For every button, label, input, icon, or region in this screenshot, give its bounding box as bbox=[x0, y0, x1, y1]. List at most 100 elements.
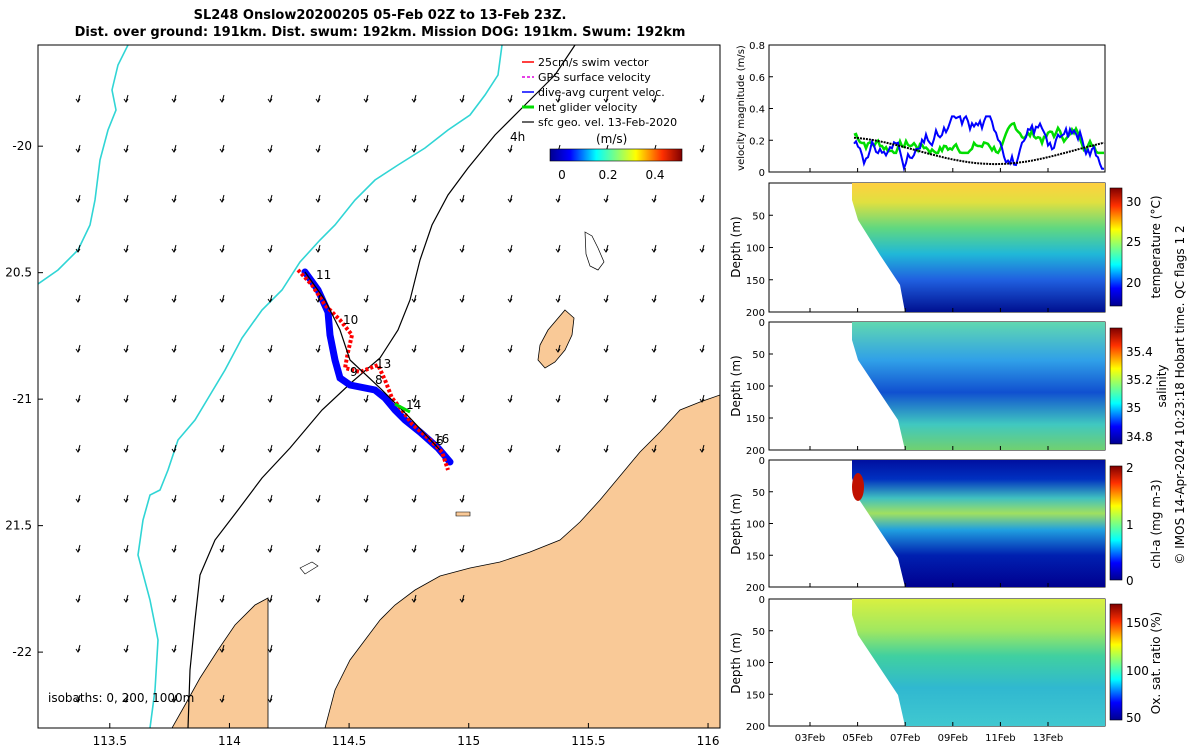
velocity-arrow-head bbox=[219, 248, 225, 253]
velocity-arrow-head bbox=[651, 98, 657, 103]
map-axis-ticks: 113.5 114 114.5 115 115.5 116-2020.5-2121.5-2… bbox=[5, 139, 719, 748]
map-xtick-label: 115.5 bbox=[571, 734, 605, 748]
colorbar-tick: 0.4 bbox=[645, 168, 664, 182]
velocity-arrow-head bbox=[219, 548, 225, 553]
velocity-arrow-head bbox=[363, 98, 369, 103]
chl-ylabel: Depth (m) bbox=[729, 493, 743, 554]
velocity-arrow-head bbox=[411, 598, 417, 603]
velocity-arrow-head bbox=[315, 148, 321, 153]
velocity-ytick-label: 0.4 bbox=[749, 105, 765, 116]
velocity-arrow-head bbox=[75, 548, 81, 553]
velocity-arrow-head bbox=[411, 198, 417, 203]
velocity-panel: 0 0.2 0.4 0.6 0.8 velocity magnitude (m/s) bbox=[736, 41, 1106, 179]
velocity-arrow-head bbox=[699, 348, 705, 353]
velocity-arrow-head bbox=[603, 98, 609, 103]
colorbar-tick: 0 bbox=[558, 168, 566, 182]
velocity-arrow-head bbox=[651, 348, 657, 353]
velocity-arrow-head bbox=[507, 98, 513, 103]
day-labels: 11 10 13 14 16 9 8 6 bbox=[316, 268, 449, 448]
chl-cbtick: 0 bbox=[1126, 574, 1134, 588]
velocity-arrow-head bbox=[651, 248, 657, 253]
velocity-arrow-head bbox=[507, 398, 513, 403]
day-label: 9 bbox=[350, 365, 358, 379]
velocity-arrow-head bbox=[315, 398, 321, 403]
velocity-arrow-head bbox=[363, 448, 369, 453]
velocity-arrow-head bbox=[315, 598, 321, 603]
depth-ticks: 5010015020005010015020005010015020005010… bbox=[746, 211, 773, 733]
velocity-arrow-head bbox=[411, 248, 417, 253]
surface-velocity-arrows bbox=[75, 94, 705, 703]
map-xtick-label: 115 bbox=[457, 734, 480, 748]
salinity-cbtick: 35 bbox=[1126, 401, 1141, 415]
temperature-cbtick: 25 bbox=[1126, 235, 1141, 249]
net-glider-velocity-line bbox=[853, 121, 1104, 156]
map-panel: 11 10 13 14 16 9 8 6 4h isobaths: 0, 200… bbox=[5, 44, 721, 748]
velocity-arrow-head bbox=[171, 298, 177, 303]
velocity-arrow-head bbox=[267, 448, 273, 453]
velocity-arrow-head bbox=[75, 698, 81, 703]
velocity-arrow-head bbox=[315, 348, 321, 353]
date-ticks: 03Feb 05Feb 07Feb 09Feb 11Feb 13Feb bbox=[795, 168, 1063, 744]
day-label: 16 bbox=[434, 432, 449, 446]
velocity-arrow-head bbox=[459, 398, 465, 403]
velocity-arrow-head bbox=[603, 348, 609, 353]
velocity-arrow-head bbox=[363, 548, 369, 553]
day-label: 10 bbox=[343, 313, 358, 327]
velocity-arrow-head bbox=[699, 198, 705, 203]
velocity-arrow-head bbox=[315, 98, 321, 103]
chl-cbtick: 2 bbox=[1126, 461, 1134, 475]
velocity-arrow-head bbox=[123, 298, 129, 303]
depth-tick-label: 100 bbox=[746, 659, 765, 670]
velocity-arrow-head bbox=[603, 248, 609, 253]
velocity-arrow-head bbox=[459, 348, 465, 353]
velocity-arrow-head bbox=[171, 248, 177, 253]
velocity-arrow-head bbox=[267, 148, 273, 153]
velocity-arrow-head bbox=[75, 298, 81, 303]
temperature-cbtick: 20 bbox=[1126, 276, 1141, 290]
date-tick-label: 07Feb bbox=[890, 733, 920, 744]
velocity-arrow-head bbox=[123, 548, 129, 553]
legend-entry: net glider velocity bbox=[538, 101, 638, 114]
date-tick-label: 03Feb bbox=[795, 733, 825, 744]
date-tick-label: 13Feb bbox=[1033, 733, 1063, 744]
velocity-arrow-head bbox=[123, 698, 129, 703]
speed-colorbar: (m/s) 0 0.2 0.4 bbox=[549, 132, 683, 182]
velocity-arrow-head bbox=[171, 548, 177, 553]
map-xtick-label: 114.5 bbox=[332, 734, 366, 748]
velocity-arrow-head bbox=[363, 348, 369, 353]
day-label: 11 bbox=[316, 268, 331, 282]
isobath-note: isobaths: 0, 200, 1000m bbox=[48, 691, 194, 705]
depth-tick-label: 0 bbox=[759, 595, 765, 606]
velocity-arrow-head bbox=[75, 498, 81, 503]
velocity-arrow-head bbox=[507, 298, 513, 303]
velocity-arrow-head bbox=[507, 248, 513, 253]
depth-tick-label: 200 bbox=[746, 446, 765, 457]
velocity-arrow-head bbox=[171, 498, 177, 503]
velocity-arrow-head bbox=[459, 148, 465, 153]
velocity-ylabel: velocity magnitude (m/s) bbox=[736, 45, 747, 171]
velocity-arrow-head bbox=[75, 648, 81, 653]
salinity-cbtick: 35.2 bbox=[1126, 373, 1153, 387]
depth-tick-label: 0 bbox=[759, 318, 765, 329]
velocity-arrow-head bbox=[603, 298, 609, 303]
velocity-arrow-head bbox=[555, 298, 561, 303]
map-xtick-label: 116 bbox=[697, 734, 720, 748]
velocity-arrow-head bbox=[75, 348, 81, 353]
map-xtick-label: 113.5 bbox=[93, 734, 127, 748]
velocity-arrow-head bbox=[267, 548, 273, 553]
velocity-arrow-head bbox=[171, 648, 177, 653]
velocity-arrow-head bbox=[411, 548, 417, 553]
velocity-arrow-head bbox=[315, 298, 321, 303]
velocity-arrow-head bbox=[75, 98, 81, 103]
velocity-arrow-head bbox=[219, 498, 225, 503]
velocity-arrow-head bbox=[219, 648, 225, 653]
legend-entry: 25cm/s swim vector bbox=[538, 56, 649, 69]
velocity-arrow-head bbox=[267, 698, 273, 703]
velocity-arrow-head bbox=[315, 198, 321, 203]
oxygen-cbtick: 100 bbox=[1126, 664, 1149, 678]
velocity-arrow-head bbox=[219, 348, 225, 353]
velocity-arrow-head bbox=[699, 148, 705, 153]
velocity-arrow-head bbox=[267, 598, 273, 603]
velocity-arrow-head bbox=[75, 198, 81, 203]
velocity-arrow-head bbox=[315, 548, 321, 553]
